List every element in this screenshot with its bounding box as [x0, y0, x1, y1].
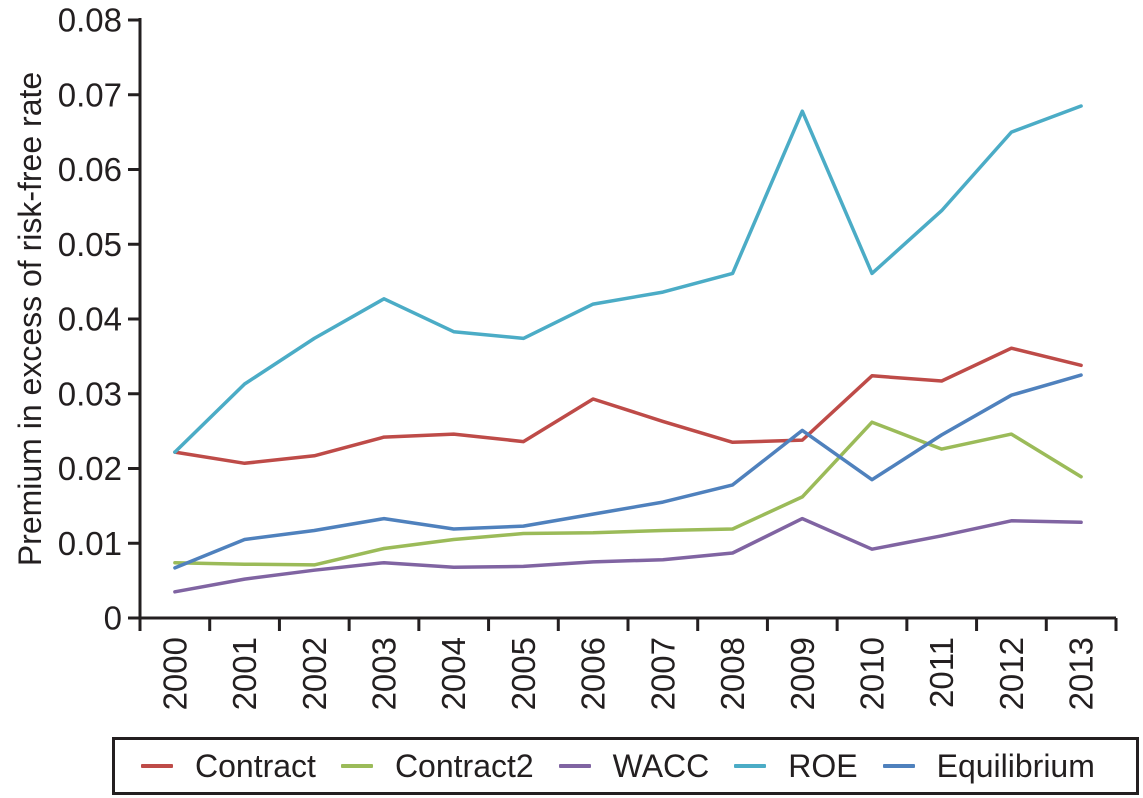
- axes: [138, 18, 1116, 620]
- x-axis-label-2002: 2002: [296, 637, 333, 710]
- y-axis-tick-label-0.07: 0.07: [58, 76, 122, 113]
- legend-label-contract: Contract: [195, 747, 316, 784]
- y-axis-tick-label-0.05: 0.05: [58, 226, 122, 263]
- legend-item-equilibrium: Equilibrium: [882, 747, 1095, 785]
- y-axis-tick-label-0.03: 0.03: [58, 375, 122, 412]
- series-line-equilibrium: [173, 373, 1083, 570]
- legend-label-equilibrium: Equilibrium: [936, 747, 1095, 784]
- x-axis-label-2005: 2005: [505, 637, 542, 710]
- x-axis-label-2007: 2007: [644, 637, 681, 710]
- legend-label-wacc: WACC: [612, 747, 710, 784]
- legend-swatch-roe: [734, 764, 767, 768]
- legend-item-contract2: Contract2: [340, 747, 534, 785]
- series-line-contract: [173, 346, 1083, 466]
- x-axis-label-2003: 2003: [366, 637, 403, 710]
- x-axis-label-2004: 2004: [435, 637, 472, 710]
- legend-swatch-contract: [141, 764, 173, 768]
- legend-label-contract2: Contract2: [394, 747, 534, 784]
- x-axis-label-2000: 2000: [156, 637, 193, 710]
- legend-swatch-equilibrium: [882, 764, 915, 768]
- y-axis-tick-label-0.04: 0.04: [58, 301, 122, 338]
- series-line-contract2: [173, 420, 1083, 567]
- x-axis-label-2012: 2012: [993, 637, 1030, 710]
- legend-item-roe: ROE: [734, 747, 858, 785]
- legend-label-roe: ROE: [788, 747, 858, 784]
- x-axis-label-2006: 2006: [575, 637, 612, 710]
- y-axis-tick-label-0.06: 0.06: [58, 151, 122, 188]
- x-axis-label-2008: 2008: [714, 637, 751, 710]
- chart-canvas: 0 0.01 0.02 0.03 0.04 0.05 0.06 0.07 0.08 2000 200…: [12, 2, 1118, 710]
- legend: Contract Contract2 WACC ROE Equilibrium: [112, 737, 1139, 795]
- series-line-roe: [173, 104, 1083, 454]
- x-axis-label-2009: 2009: [784, 637, 821, 710]
- legend-swatch-wacc: [558, 764, 591, 768]
- y-axis-tick-label-0.02: 0.02: [58, 450, 122, 487]
- x-axis-label-2011: 2011: [923, 637, 960, 708]
- y-axis-tick-label-0.01: 0.01: [58, 525, 122, 562]
- legend-swatch-contract2: [340, 764, 373, 768]
- y-axis-tick-label-0: 0: [104, 600, 122, 637]
- legend-item-contract: Contract: [141, 748, 316, 785]
- x-axis-label-2010: 2010: [854, 637, 891, 710]
- x-axis-label-2013: 2013: [1063, 637, 1100, 710]
- y-axis-tick-label-0.08: 0.08: [58, 2, 122, 39]
- legend-item-wacc: WACC: [558, 747, 710, 785]
- series-line-wacc: [173, 516, 1083, 594]
- y-axis-title: Premium in excess of risk-free rate: [12, 72, 48, 566]
- x-axis-label-2001: 2001: [226, 637, 263, 710]
